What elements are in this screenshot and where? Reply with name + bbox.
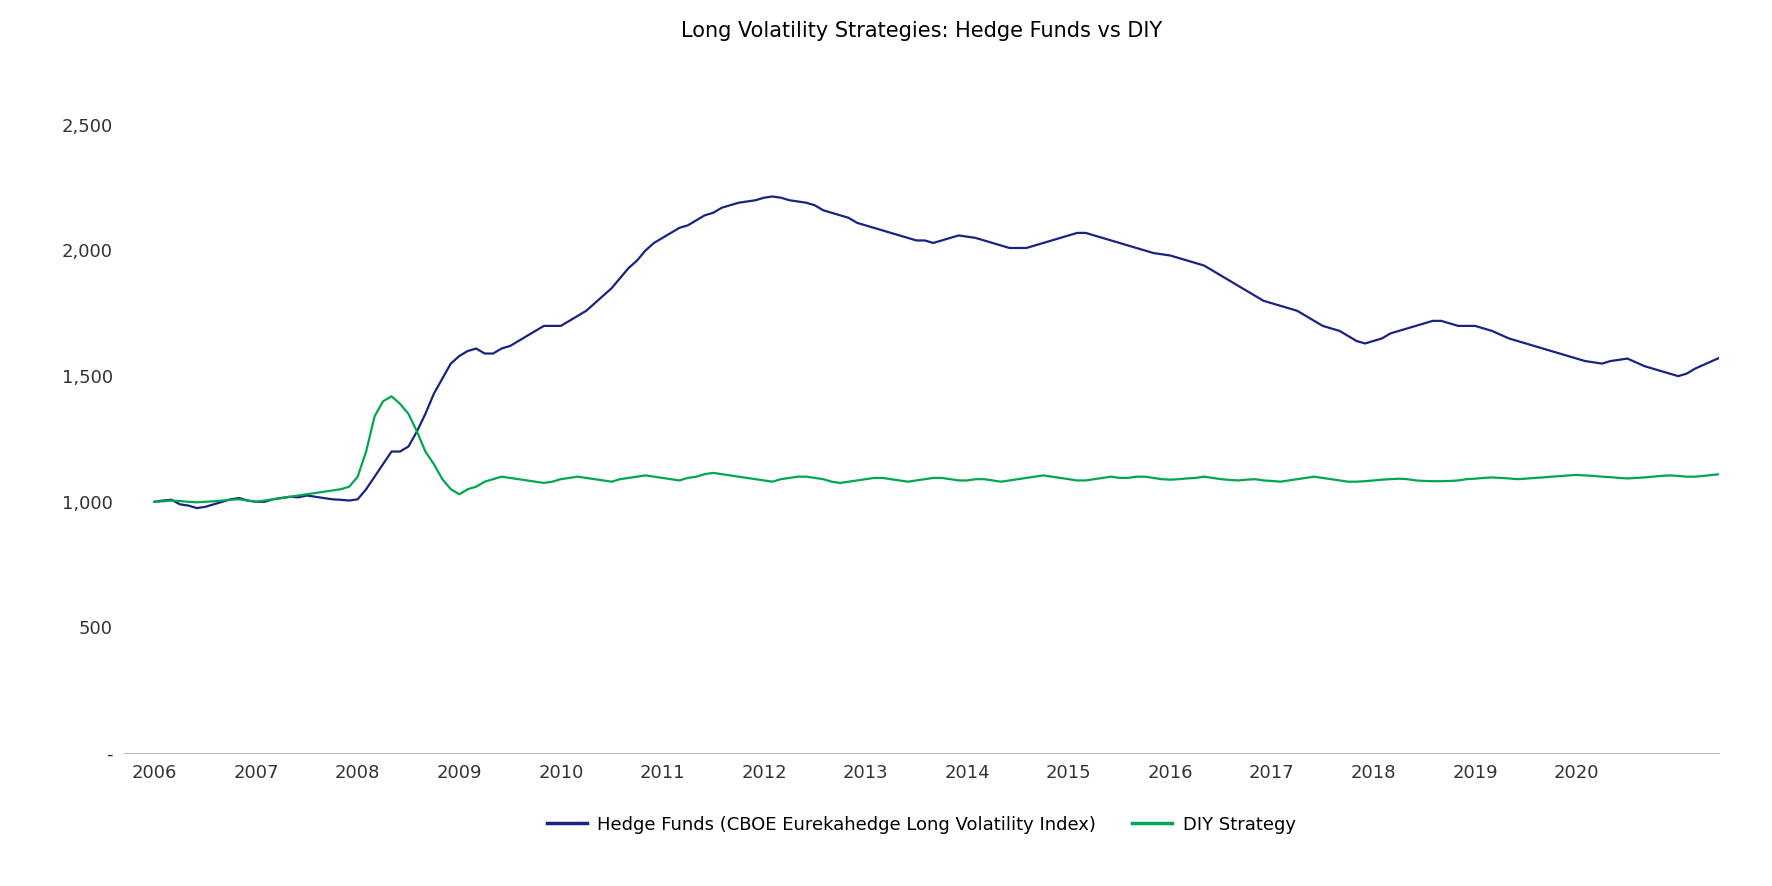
DIY Strategy	[991, 477, 1012, 487]
Hedge Funds (CBOE Eurekahedge Long Volatility Index)	[762, 191, 783, 202]
DIY Strategy	[204, 496, 225, 507]
DIY Strategy	[439, 484, 461, 494]
Hedge Funds (CBOE Eurekahedge Long Volatility Index)	[144, 496, 165, 507]
Line: DIY Strategy: DIY Strategy	[154, 396, 1772, 502]
Line: Hedge Funds (CBOE Eurekahedge Long Volatility Index): Hedge Funds (CBOE Eurekahedge Long Volat…	[154, 197, 1772, 508]
DIY Strategy	[186, 497, 207, 508]
Legend: Hedge Funds (CBOE Eurekahedge Long Volatility Index), DIY Strategy: Hedge Funds (CBOE Eurekahedge Long Volat…	[548, 816, 1295, 834]
Hedge Funds (CBOE Eurekahedge Long Volatility Index)	[186, 502, 207, 513]
DIY Strategy	[381, 391, 402, 401]
DIY Strategy	[144, 496, 165, 507]
Hedge Funds (CBOE Eurekahedge Long Volatility Index)	[991, 240, 1012, 251]
Title: Long Volatility Strategies: Hedge Funds vs DIY: Long Volatility Strategies: Hedge Funds …	[680, 21, 1162, 41]
Hedge Funds (CBOE Eurekahedge Long Volatility Index)	[432, 373, 454, 384]
Hedge Funds (CBOE Eurekahedge Long Volatility Index)	[204, 499, 225, 509]
